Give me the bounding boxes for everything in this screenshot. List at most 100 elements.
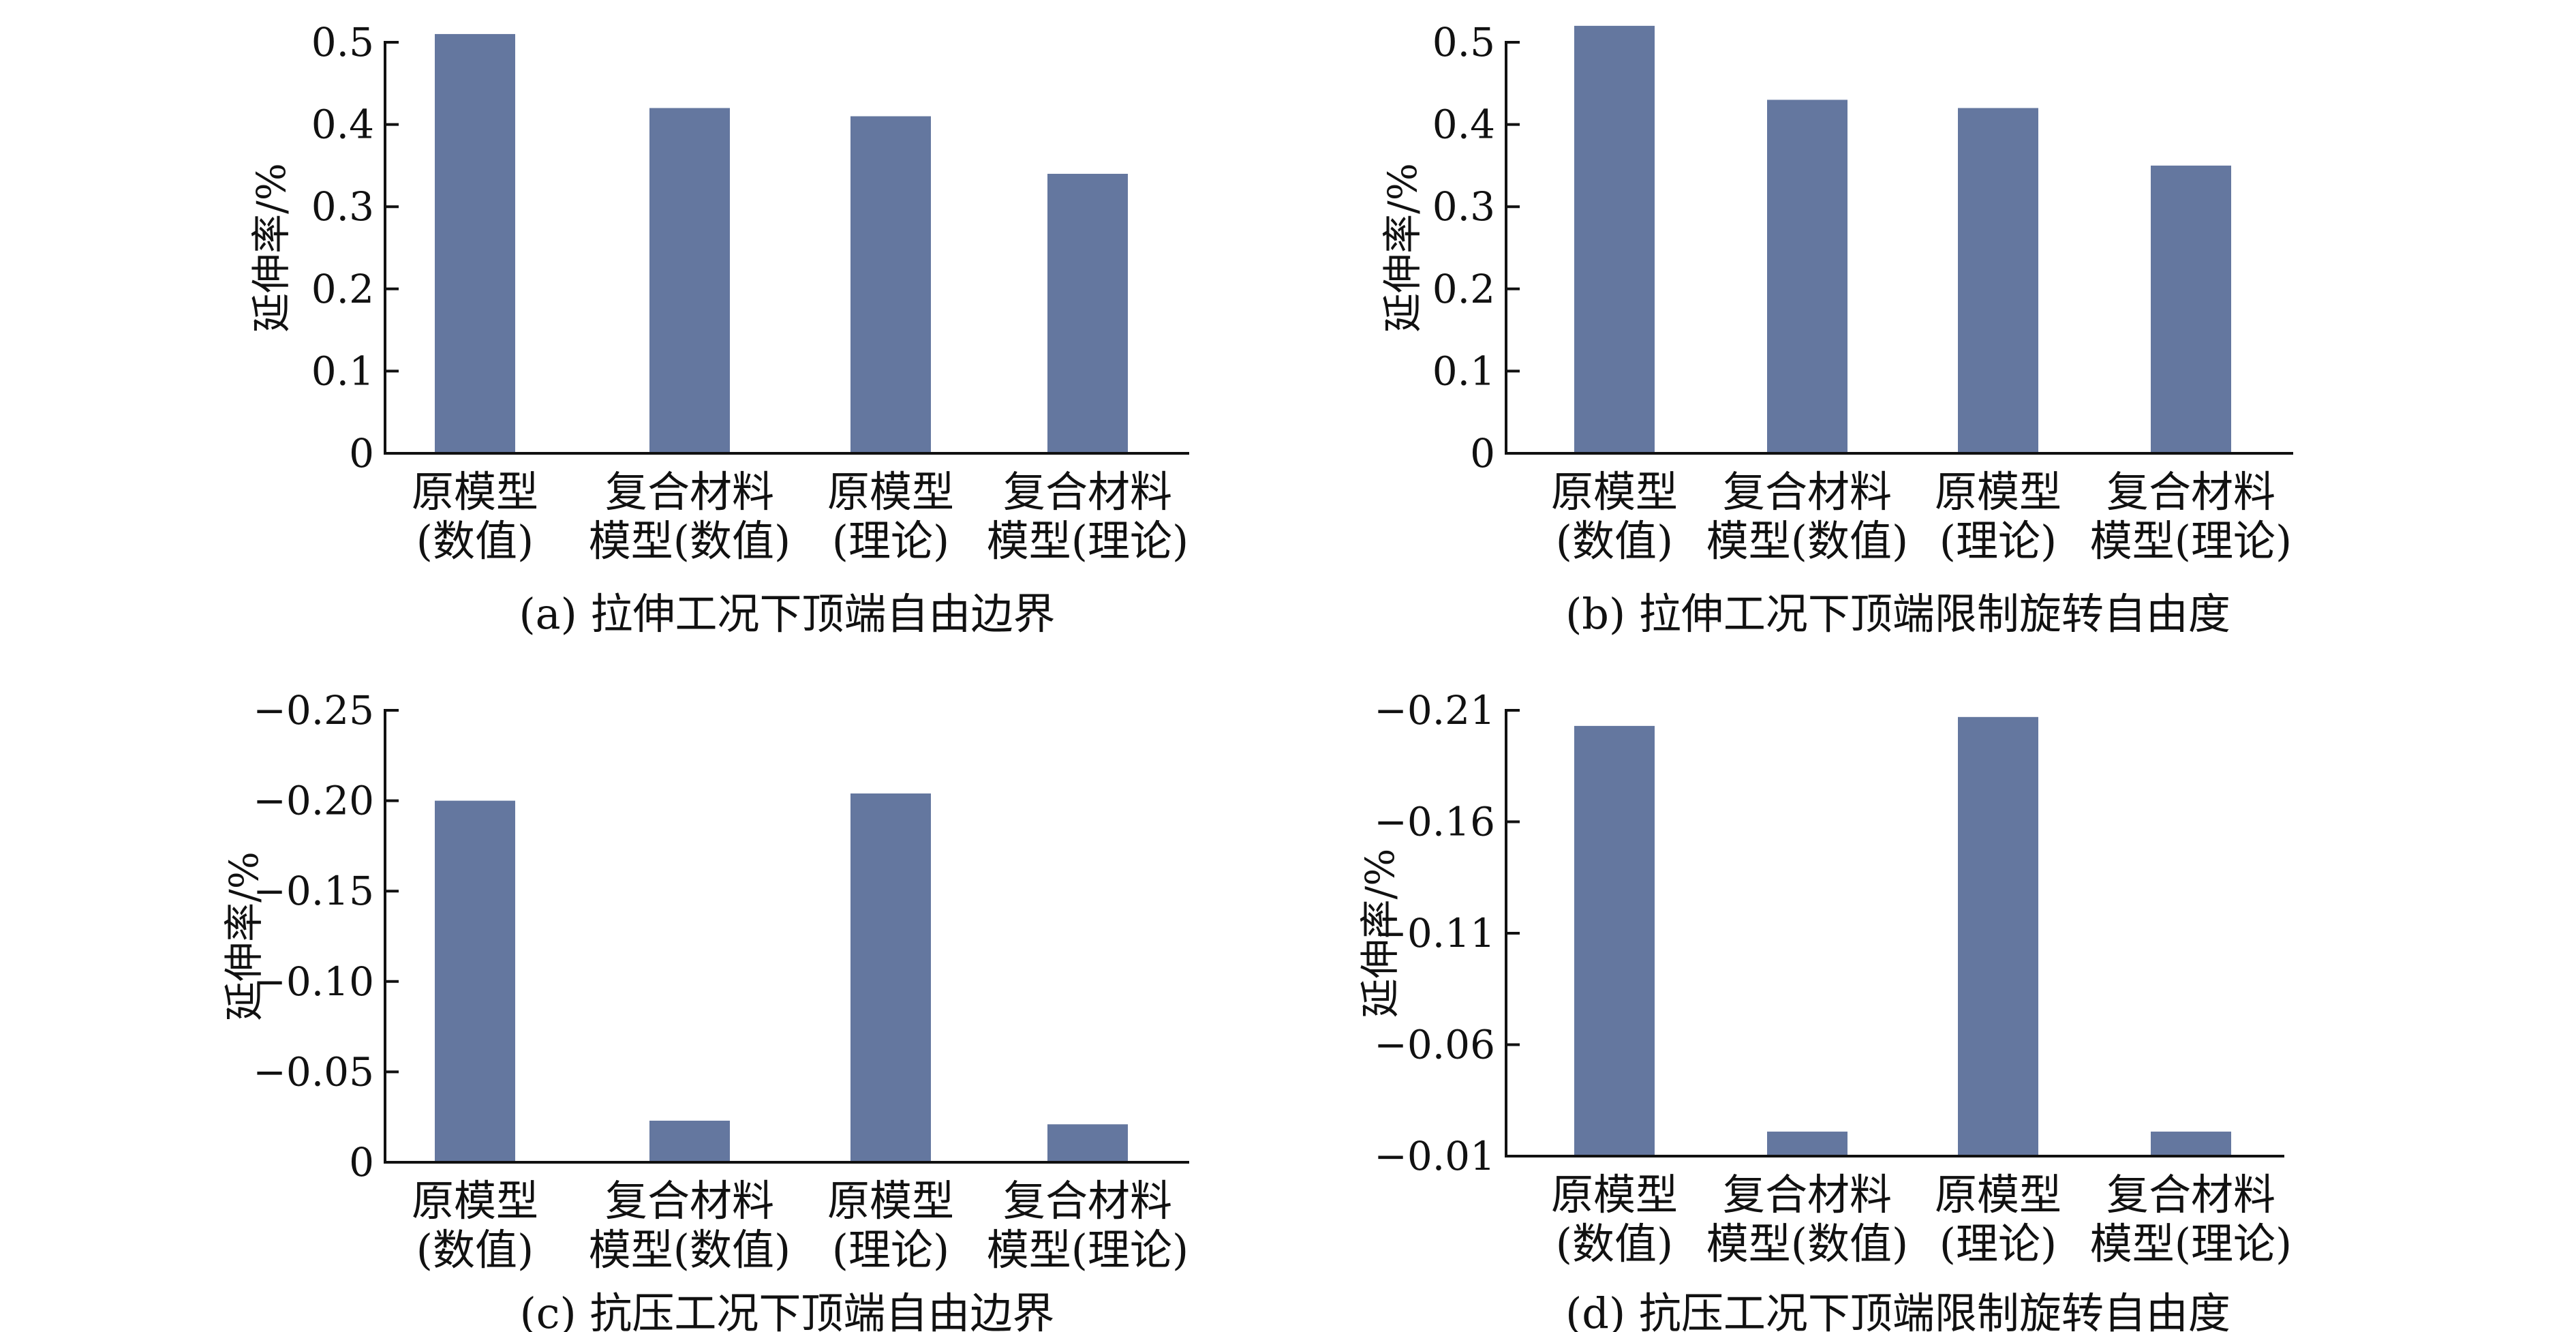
chart-panel-c: 0−0.05−0.10−0.15−0.20−0.25原模型(数值)复合材料模型(…	[221, 687, 1189, 1332]
y-tick-label: 0.4	[311, 102, 374, 148]
x-tick-label: 原模型(理论)	[1935, 467, 2061, 566]
y-tick-label: −0.25	[253, 687, 374, 733]
y-axis-label: 延伸率/%	[1379, 163, 1426, 333]
x-tick-label-line: (理论)	[1939, 516, 2057, 566]
y-tick-label: −0.20	[253, 778, 374, 824]
x-tick-label-line: (数值)	[1556, 516, 1673, 566]
y-tick-label: 0.4	[1432, 102, 1495, 148]
bar-3	[850, 793, 931, 1162]
x-tick-label: 复合材料模型(数值)	[589, 467, 791, 566]
y-tick-label: 0.3	[311, 183, 374, 230]
panel-caption: (c) 抗压工况下顶端自由边界	[520, 1288, 1055, 1332]
x-tick-label-line: 模型(数值)	[589, 1225, 791, 1275]
x-tick-label-line: 原模型	[827, 1176, 954, 1226]
y-tick-label: 0.5	[311, 19, 374, 65]
bar-1	[1574, 725, 1655, 1156]
x-tick-label-line: 复合材料	[1003, 467, 1172, 517]
panel-caption: (d) 抗压工况下顶端限制旋转自由度	[1565, 1288, 2230, 1332]
y-tick-label: 0	[1470, 430, 1495, 476]
y-axis-label: 延伸率/%	[1357, 849, 1403, 1018]
y-tick-label: −0.06	[1374, 1022, 1495, 1068]
x-tick-label-line: 原模型	[1551, 467, 1678, 517]
y-tick-label: 0.2	[1432, 266, 1495, 312]
x-tick-label: 原模型(数值)	[1551, 467, 1678, 566]
bar-4	[2151, 1132, 2231, 1156]
x-tick-label: 复合材料模型(理论)	[2090, 1170, 2292, 1269]
y-tick-label: 0	[349, 430, 374, 476]
chart-panel-b: 00.10.20.30.40.5原模型(数值)复合材料模型(数值)原模型(理论)…	[1379, 19, 2293, 639]
x-tick-label-line: (理论)	[1939, 1219, 2057, 1269]
bar-2	[649, 1121, 730, 1162]
y-axis-label: 延伸率/%	[221, 851, 267, 1021]
x-tick-label: 原模型(数值)	[1551, 1170, 1678, 1269]
bar-4	[1047, 173, 1128, 453]
x-tick-label: 原模型(数值)	[412, 467, 538, 566]
x-tick-label: 复合材料模型(数值)	[1706, 467, 1908, 566]
x-tick-label-line: 模型(理论)	[2090, 516, 2292, 566]
x-tick-label-line: (数值)	[416, 1225, 534, 1275]
y-tick-label: 0	[349, 1139, 374, 1185]
x-tick-label-line: (数值)	[416, 516, 534, 566]
bar-3	[1958, 716, 2038, 1156]
bar-4	[2151, 165, 2231, 453]
x-tick-label-line: (理论)	[832, 1225, 949, 1275]
panel-caption: (a) 拉伸工况下顶端自由边界	[519, 589, 1055, 639]
y-tick-label: −0.01	[1374, 1133, 1495, 1179]
x-tick-label: 复合材料模型(数值)	[1706, 1170, 1908, 1269]
bar-1	[435, 800, 515, 1162]
bar-3	[850, 116, 931, 454]
x-tick-label-line: 复合材料	[605, 467, 774, 517]
x-tick-label-line: 原模型	[1551, 1170, 1678, 1220]
bar-2	[1767, 1132, 1847, 1156]
x-tick-label-line: 原模型	[827, 467, 954, 517]
x-tick-label: 原模型(理论)	[827, 467, 954, 566]
x-tick-label-line: 原模型	[1935, 1170, 2061, 1220]
x-tick-label-line: 原模型	[1935, 467, 2061, 517]
y-tick-label: 0.2	[311, 266, 374, 312]
bar-2	[649, 108, 730, 454]
x-tick-label: 复合材料模型(数值)	[589, 1176, 791, 1275]
bar-4	[1047, 1124, 1128, 1162]
x-tick-label-line: 模型(理论)	[987, 1225, 1189, 1275]
x-tick-label-line: (数值)	[1556, 1219, 1673, 1269]
x-tick-label-line: 复合材料	[2106, 1170, 2275, 1220]
chart-panel-a: 00.10.20.30.40.5原模型(数值)复合材料模型(数值)原模型(理论)…	[248, 19, 1189, 639]
y-tick-label: −0.15	[253, 868, 374, 914]
x-tick-label: 原模型(理论)	[1935, 1170, 2061, 1269]
x-tick-label-line: 模型(数值)	[1706, 516, 1908, 566]
bar-1	[1574, 25, 1655, 453]
x-tick-label-line: 模型(理论)	[987, 516, 1189, 566]
chart-panel-d: −0.01−0.06−0.11−0.16−0.21原模型(数值)复合材料模型(数…	[1357, 687, 2292, 1332]
panel-caption: (b) 拉伸工况下顶端限制旋转自由度	[1565, 589, 2230, 639]
y-tick-label: 0.3	[1432, 183, 1495, 230]
x-tick-label-line: 模型(数值)	[589, 516, 791, 566]
y-tick-label: −0.05	[253, 1048, 374, 1095]
x-tick-label-line: (理论)	[832, 516, 949, 566]
bar-1	[435, 33, 515, 453]
x-tick-label-line: 模型(理论)	[2090, 1219, 2292, 1269]
x-tick-label-line: 复合材料	[2106, 467, 2275, 517]
x-tick-label-line: 复合材料	[1723, 467, 1892, 517]
y-tick-label: −0.11	[1374, 910, 1495, 956]
bar-2	[1767, 100, 1847, 454]
y-tick-label: −0.10	[253, 958, 374, 1005]
x-tick-label-line: 复合材料	[1723, 1170, 1892, 1220]
y-tick-label: 0.5	[1432, 19, 1495, 65]
x-tick-label: 原模型(数值)	[412, 1176, 538, 1275]
bar-3	[1958, 108, 2038, 454]
y-tick-label: −0.16	[1374, 799, 1495, 845]
y-tick-label: 0.1	[311, 348, 374, 394]
x-tick-label-line: 复合材料	[605, 1176, 774, 1226]
x-tick-label-line: 模型(数值)	[1706, 1219, 1908, 1269]
x-tick-label: 复合材料模型(理论)	[2090, 467, 2292, 566]
x-tick-label: 原模型(理论)	[827, 1176, 954, 1275]
x-tick-label-line: 原模型	[412, 467, 538, 517]
x-tick-label: 复合材料模型(理论)	[987, 467, 1189, 566]
y-axis-label: 延伸率/%	[248, 163, 294, 333]
x-tick-label: 复合材料模型(理论)	[987, 1176, 1189, 1275]
x-tick-label-line: 原模型	[412, 1176, 538, 1226]
x-tick-label-line: 复合材料	[1003, 1176, 1172, 1226]
y-tick-label: 0.1	[1432, 348, 1495, 394]
y-tick-label: −0.21	[1374, 687, 1495, 733]
